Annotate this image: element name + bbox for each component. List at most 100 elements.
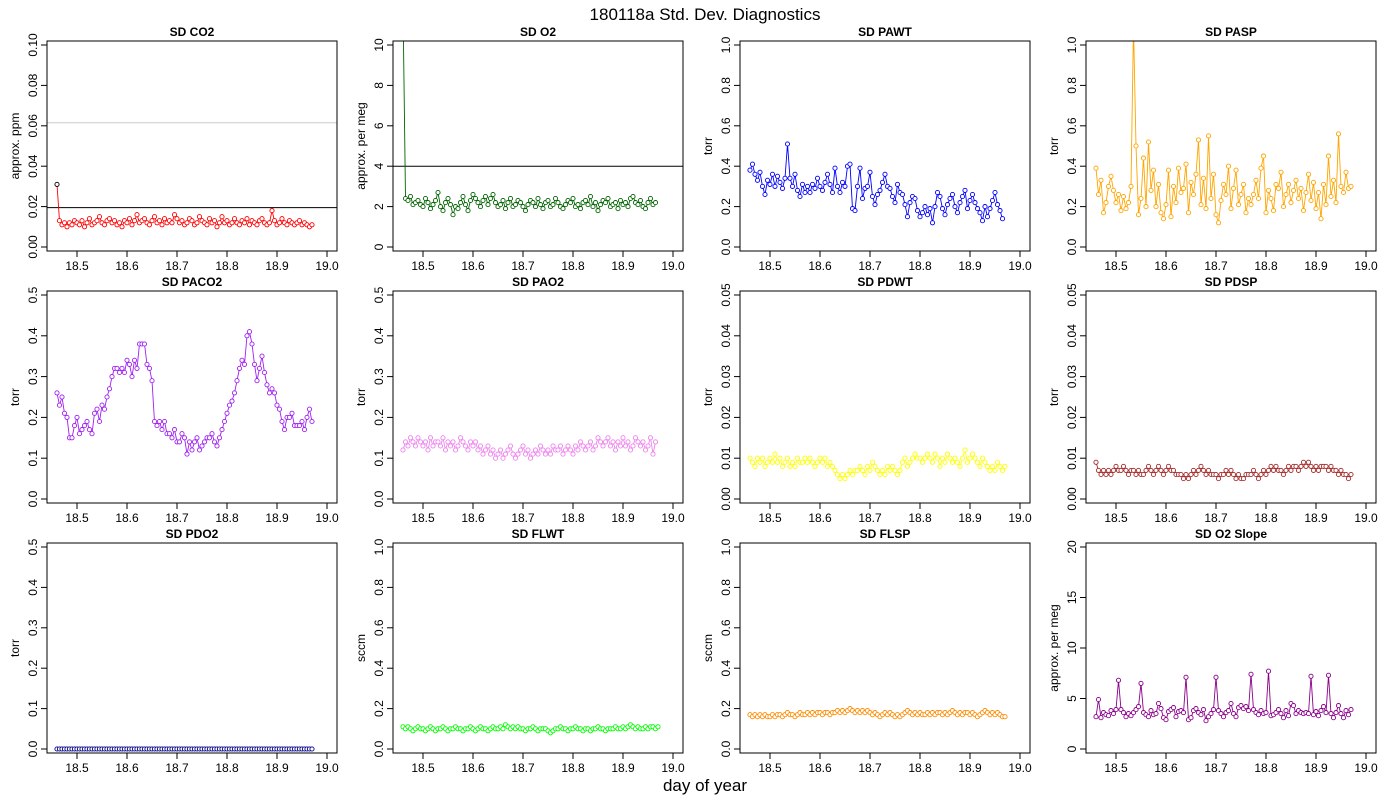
data-point bbox=[1325, 672, 1332, 678]
x-tick-label: 18.9 bbox=[1304, 761, 1328, 775]
data-point bbox=[947, 455, 953, 461]
data-point bbox=[924, 212, 931, 218]
data-point bbox=[76, 431, 83, 437]
data-point bbox=[1158, 210, 1164, 216]
data-point bbox=[1120, 463, 1127, 469]
chart-panels: SD CO2 approx. ppm 18.5 18.6 18.7 18.8 18.9 19.… bbox=[8, 25, 1378, 775]
x-tick-label: 18.7 bbox=[1204, 761, 1228, 775]
y-axis-label: torr bbox=[1047, 137, 1061, 155]
data-point bbox=[1110, 467, 1117, 473]
data-point bbox=[747, 455, 753, 461]
data-point bbox=[587, 439, 594, 445]
data-point bbox=[635, 439, 641, 445]
x-tick-label: 18.8 bbox=[561, 259, 585, 273]
data-point bbox=[1148, 187, 1154, 193]
data-point bbox=[121, 369, 128, 376]
data-point bbox=[899, 459, 906, 465]
data-point bbox=[757, 459, 763, 465]
data-point bbox=[189, 218, 195, 224]
data-point bbox=[1213, 212, 1219, 218]
y-tick-label: 0.0 bbox=[26, 740, 40, 757]
data-point bbox=[562, 447, 569, 453]
data-point bbox=[777, 455, 783, 461]
data-point bbox=[927, 206, 933, 212]
data-point bbox=[236, 222, 243, 228]
data-point bbox=[1148, 708, 1154, 714]
data-point bbox=[617, 443, 624, 449]
data-point bbox=[1180, 710, 1187, 716]
data-point bbox=[1188, 715, 1194, 721]
data-point bbox=[819, 459, 826, 465]
data-point bbox=[585, 202, 591, 208]
data-point bbox=[96, 214, 103, 220]
data-point bbox=[575, 202, 581, 208]
data-point bbox=[1115, 191, 1122, 198]
data-point bbox=[862, 471, 868, 478]
data-point bbox=[1180, 476, 1187, 482]
y-tick-label: 0.5 bbox=[26, 538, 40, 555]
data-point bbox=[989, 197, 996, 204]
data-point bbox=[537, 202, 544, 208]
x-tick-label: 18.6 bbox=[808, 259, 832, 273]
data-point bbox=[1348, 707, 1354, 713]
data-point bbox=[859, 467, 866, 473]
data-point bbox=[932, 204, 938, 210]
data-point bbox=[206, 216, 213, 222]
data-point bbox=[1303, 189, 1309, 196]
chart-panel: SD PDSP torr 18.5 18.6 18.7 18.8 18.9 19.0 0.00 0… bbox=[1047, 275, 1378, 525]
y-tick-label: 0.2 bbox=[26, 409, 40, 426]
data-point bbox=[1100, 467, 1107, 473]
data-point bbox=[839, 179, 846, 185]
x-tick-label: 18.7 bbox=[165, 511, 189, 525]
data-point bbox=[600, 443, 606, 449]
figure-title: 180118a Std. Dev. Diagnostics bbox=[590, 5, 821, 24]
data-point bbox=[289, 410, 295, 416]
data-point bbox=[999, 216, 1006, 222]
data-point bbox=[864, 463, 871, 469]
data-point bbox=[440, 208, 446, 214]
data-point bbox=[1188, 471, 1194, 478]
data-point bbox=[872, 463, 878, 469]
plot-area bbox=[747, 141, 1006, 226]
data-point bbox=[224, 218, 230, 224]
x-tick-label: 18.5 bbox=[1104, 511, 1128, 525]
data-point bbox=[1233, 167, 1239, 173]
data-point bbox=[1098, 471, 1104, 478]
data-point bbox=[647, 435, 654, 441]
data-point bbox=[1290, 703, 1297, 709]
data-point bbox=[512, 202, 519, 208]
data-point bbox=[992, 189, 998, 196]
data-point bbox=[306, 406, 313, 412]
data-point bbox=[415, 435, 421, 441]
data-point bbox=[56, 402, 63, 408]
data-point bbox=[435, 439, 441, 445]
data-point bbox=[199, 443, 205, 449]
data-point bbox=[892, 200, 898, 206]
data-point bbox=[1145, 139, 1152, 145]
data-point bbox=[582, 197, 589, 204]
data-point bbox=[837, 476, 843, 482]
data-point bbox=[1118, 467, 1124, 473]
data-point bbox=[475, 447, 481, 453]
y-tick-label: 0.2 bbox=[26, 660, 40, 677]
data-point bbox=[462, 443, 469, 449]
data-point bbox=[904, 214, 911, 220]
data-point bbox=[79, 218, 85, 224]
data-point bbox=[470, 443, 476, 449]
y-tick-label: 0.3 bbox=[26, 368, 40, 385]
data-point bbox=[927, 455, 933, 461]
x-tick-label: 19.0 bbox=[315, 511, 339, 525]
data-point bbox=[271, 390, 278, 396]
data-point bbox=[84, 220, 90, 226]
data-point bbox=[259, 353, 265, 359]
data-point bbox=[749, 161, 756, 167]
y-tick-label: 0.3 bbox=[26, 619, 40, 636]
y-tick-label: 0.5 bbox=[26, 286, 40, 303]
data-point bbox=[256, 365, 263, 371]
data-point bbox=[1213, 674, 1219, 680]
data-point bbox=[1285, 463, 1292, 469]
data-point bbox=[1193, 706, 1199, 712]
data-point bbox=[1308, 673, 1314, 679]
data-point bbox=[1263, 210, 1269, 216]
chart-panel: SD CO2 approx. ppm 18.5 18.6 18.7 18.8 18.9 19.… bbox=[8, 25, 339, 273]
